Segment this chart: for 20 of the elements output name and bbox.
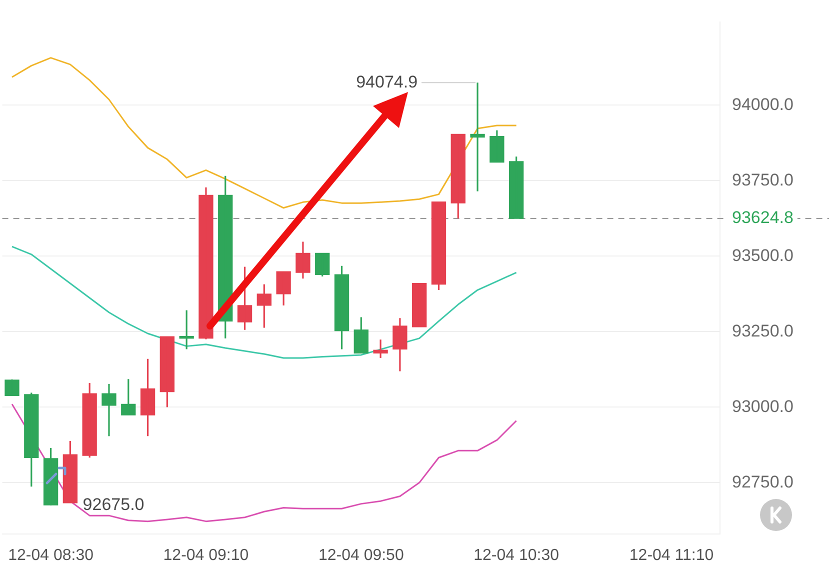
ref-line-label: 93624.8 (732, 208, 794, 228)
y-tick-label: 94000.0 (732, 94, 794, 114)
x-tick-label: 12-04 10:30 (474, 547, 560, 564)
candlestick (392, 317, 408, 372)
text: 94074.9 (356, 72, 418, 92)
x-tick-label: 12-04 09:50 (318, 547, 404, 564)
y-tick-label: 93500.0 (732, 246, 794, 265)
candlestick (276, 270, 291, 306)
candlestick (490, 129, 504, 164)
x-tick-label: 12-04 11:10 (629, 547, 714, 564)
y-tick-label: 92750.0 (732, 472, 794, 492)
candlestick (4, 378, 20, 397)
y-tick-label: 93250.0 (732, 321, 794, 340)
text: 92675.0 (82, 495, 144, 514)
y-tick-label: 93000.0 (732, 396, 794, 416)
candlestick (256, 283, 272, 329)
candlestick (412, 283, 427, 328)
x-tick-label: 12-04 08:30 (8, 547, 94, 564)
y-tick-label: 93750.0 (732, 170, 794, 190)
x-tick-label: 12-04 09:10 (163, 547, 249, 564)
